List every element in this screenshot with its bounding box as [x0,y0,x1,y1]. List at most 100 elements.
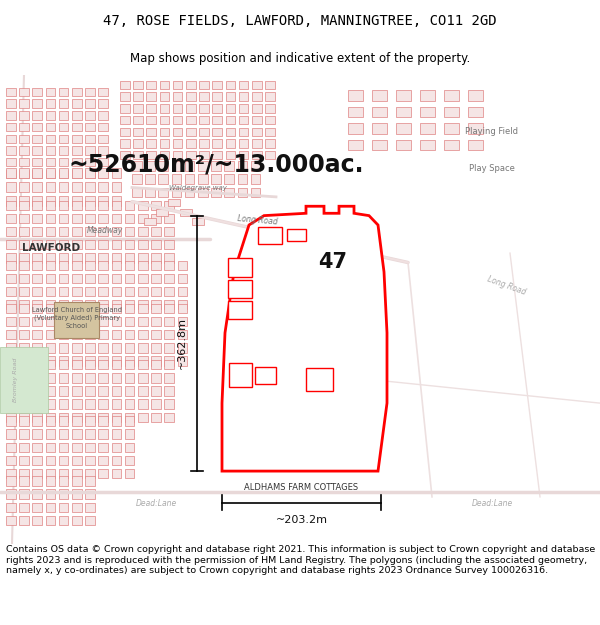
Bar [185,161,194,171]
Bar [72,158,82,166]
Bar [164,356,174,366]
Bar [6,416,16,426]
Bar [146,81,156,89]
Bar [138,287,148,296]
Bar [125,399,134,409]
Bar [98,99,108,107]
Bar [112,196,121,206]
Bar [133,81,143,89]
Bar [98,442,108,452]
Bar [85,469,95,478]
Bar [85,300,95,309]
Bar [132,161,142,171]
Bar [85,134,95,143]
Text: Contains OS data © Crown copyright and database right 2021. This information is : Contains OS data © Crown copyright and d… [6,545,595,575]
Bar [46,304,55,313]
Text: Meadway: Meadway [87,226,123,235]
Bar [59,99,68,107]
Bar [46,442,55,452]
Text: Play Space: Play Space [469,164,515,173]
Bar [468,91,483,101]
Bar [160,104,169,112]
Text: Dead:Lane: Dead:Lane [136,499,176,508]
Bar [173,116,182,124]
Bar [238,188,247,197]
Bar [178,287,187,296]
Bar [32,300,42,309]
Bar [19,516,29,525]
Bar [72,287,82,296]
Bar [32,343,42,352]
Bar [85,304,95,313]
Bar [46,274,55,283]
Bar [85,146,95,154]
Bar [72,168,82,178]
Bar [420,91,435,101]
Polygon shape [228,280,252,298]
Bar [146,104,156,112]
Bar [178,300,187,309]
Bar [226,116,235,124]
Bar [125,201,134,210]
Bar [19,287,29,296]
Bar [46,240,55,249]
Bar [173,127,182,136]
Bar [251,188,260,197]
Bar [59,111,68,119]
Bar [98,146,108,154]
Bar [125,356,134,366]
Bar [178,304,187,313]
Bar [160,116,169,124]
Bar [72,442,82,452]
Bar [164,360,174,369]
Bar [145,174,155,184]
Bar [252,81,262,89]
Bar [252,139,262,148]
Bar [59,134,68,143]
Bar [59,304,68,313]
Bar [19,122,29,131]
Bar [120,127,130,136]
Bar [151,386,161,396]
Bar [32,399,42,409]
Polygon shape [229,363,252,387]
Bar [112,182,121,192]
Bar [151,330,161,339]
Bar [125,253,134,262]
Bar [6,476,16,486]
Bar [239,151,248,159]
Bar [59,360,68,369]
Text: Long Road: Long Road [238,214,278,226]
Bar [98,274,108,283]
Bar [32,386,42,396]
Bar [164,317,174,326]
Bar [125,429,134,439]
Bar [72,469,82,478]
Bar [85,356,95,366]
Bar [6,261,16,270]
Bar [372,139,387,150]
Bar [72,146,82,154]
Bar [46,412,55,422]
Bar [72,360,82,369]
Bar [138,412,148,422]
Bar [158,161,168,171]
Bar [151,240,161,249]
Bar [6,399,16,409]
Bar [238,161,247,171]
Bar [252,151,262,159]
Bar [138,356,148,366]
Bar [85,456,95,465]
Bar [348,91,363,101]
Bar [164,399,174,409]
Bar [252,116,262,124]
Bar [138,274,148,283]
Bar [98,122,108,131]
Bar [98,196,108,206]
Bar [32,146,42,154]
Bar [59,356,68,366]
Bar [112,330,121,339]
Bar [46,168,55,178]
Bar [19,456,29,465]
Bar [6,304,16,313]
